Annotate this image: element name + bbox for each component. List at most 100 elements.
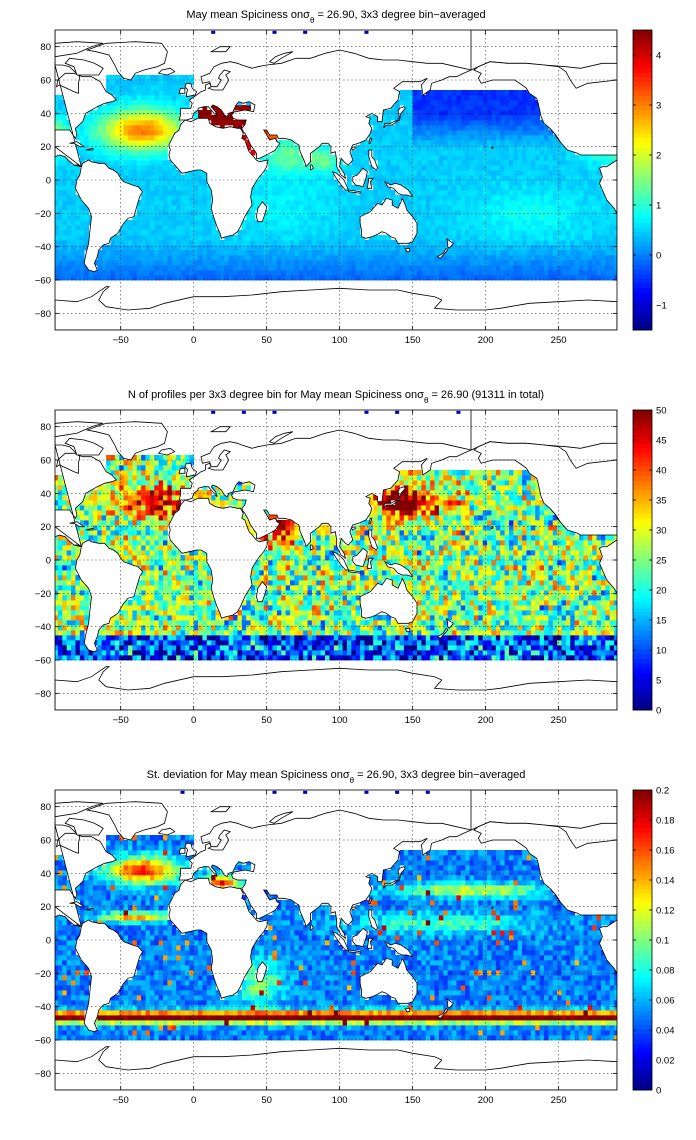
heatmap-cell <box>338 255 343 261</box>
heatmap-cell <box>167 620 173 626</box>
heatmap-cell <box>460 90 466 96</box>
heatmap-cell <box>456 250 462 256</box>
heatmap-cell <box>539 210 545 216</box>
heatmap-cell <box>66 225 72 231</box>
heatmap-cell <box>355 215 361 221</box>
heatmap-cell <box>145 130 151 136</box>
heatmap-cell <box>167 455 173 461</box>
heatmap-cell <box>184 170 190 176</box>
heatmap-cell <box>127 90 133 96</box>
heatmap-cell <box>198 580 203 586</box>
heatmap-cell <box>136 490 142 496</box>
heatmap-cell <box>136 270 142 276</box>
heatmap-cell <box>329 250 335 256</box>
heatmap-cell <box>487 185 492 191</box>
heatmap-cell <box>158 265 164 271</box>
heatmap-cell <box>79 525 85 531</box>
heatmap-cell <box>149 530 155 536</box>
heatmap-cell <box>254 610 260 616</box>
heatmap-cell <box>482 125 488 131</box>
heatmap-cell <box>290 190 295 196</box>
heatmap-cell <box>71 270 76 276</box>
heatmap-cell <box>198 555 203 561</box>
heatmap-cell <box>281 155 287 161</box>
heatmap-cell <box>535 165 541 171</box>
heatmap-cell <box>307 205 313 211</box>
heatmap-cell <box>268 250 273 256</box>
heatmap-cell <box>430 195 435 201</box>
heatmap-cell <box>548 155 554 161</box>
heatmap-cell <box>346 235 352 241</box>
heatmap-cell <box>491 235 497 241</box>
heatmap-cell <box>123 165 129 171</box>
heatmap-cell <box>136 465 142 471</box>
heatmap-cell <box>526 220 532 226</box>
heatmap-cell <box>206 195 212 201</box>
heatmap-cell <box>500 185 505 191</box>
heatmap-cell <box>132 75 138 81</box>
heatmap-cell <box>101 160 107 166</box>
heatmap-cell <box>189 220 195 226</box>
heatmap-cell <box>596 190 602 196</box>
heatmap-cell <box>346 240 352 246</box>
heatmap-cell <box>303 165 308 171</box>
heatmap-cell <box>495 105 501 111</box>
heatmap-cell <box>390 135 396 141</box>
heatmap-cell <box>530 195 536 201</box>
heatmap-cell <box>176 500 181 506</box>
heatmap-cell <box>163 215 168 221</box>
heatmap-cell <box>281 255 287 261</box>
heatmap-cell <box>136 150 142 156</box>
heatmap-cell <box>246 655 252 661</box>
heatmap-cell <box>417 145 422 151</box>
heatmap-cell <box>452 180 457 186</box>
heatmap-cell <box>127 175 133 181</box>
heatmap-cell <box>92 525 98 531</box>
heatmap-cell <box>276 250 282 256</box>
heatmap-cell <box>246 600 252 606</box>
heatmap-cell <box>508 145 514 151</box>
heatmap-cell <box>443 130 449 136</box>
heatmap-cell <box>55 195 59 201</box>
heatmap-cell <box>62 245 68 251</box>
heatmap-cell <box>561 170 567 176</box>
heatmap-cell <box>412 270 418 276</box>
heatmap-cell <box>342 220 348 226</box>
heatmap-cell <box>263 640 269 646</box>
heatmap-cell <box>167 655 173 661</box>
heatmap-cell <box>79 625 85 631</box>
heatmap-cell <box>443 275 449 281</box>
heatmap-cell <box>579 200 584 206</box>
heatmap-cell <box>167 510 173 516</box>
heatmap-cell <box>206 270 212 276</box>
heatmap-cell <box>430 205 435 211</box>
heatmap-cell <box>71 615 76 621</box>
heatmap-cell <box>408 145 414 151</box>
heatmap-cell <box>452 150 457 156</box>
heatmap-cell <box>535 235 541 241</box>
heatmap-cell <box>149 175 155 181</box>
heatmap-cell <box>508 140 514 146</box>
heatmap-cell <box>469 100 475 106</box>
heatmap-cell <box>491 180 497 186</box>
heatmap-cell <box>145 150 151 156</box>
heatmap-cell <box>119 470 125 476</box>
heatmap-cell <box>513 205 519 211</box>
heatmap-cell <box>167 175 173 181</box>
coastline <box>64 57 104 76</box>
heatmap-cell <box>443 120 449 126</box>
heatmap-cell <box>290 270 295 276</box>
heatmap-cell <box>163 130 168 136</box>
heatmap-cell <box>526 150 532 156</box>
heatmap-cell <box>285 170 291 176</box>
heatmap-cell <box>202 630 208 636</box>
heatmap-cell <box>184 485 190 491</box>
heatmap-cell <box>79 655 85 661</box>
heatmap-cell <box>430 185 435 191</box>
heatmap-cell <box>171 260 177 266</box>
heatmap-cell <box>311 210 317 216</box>
heatmap-cell <box>465 210 470 216</box>
heatmap-cell <box>84 115 89 121</box>
heatmap-cell <box>193 185 199 191</box>
heatmap-cell <box>592 240 597 246</box>
